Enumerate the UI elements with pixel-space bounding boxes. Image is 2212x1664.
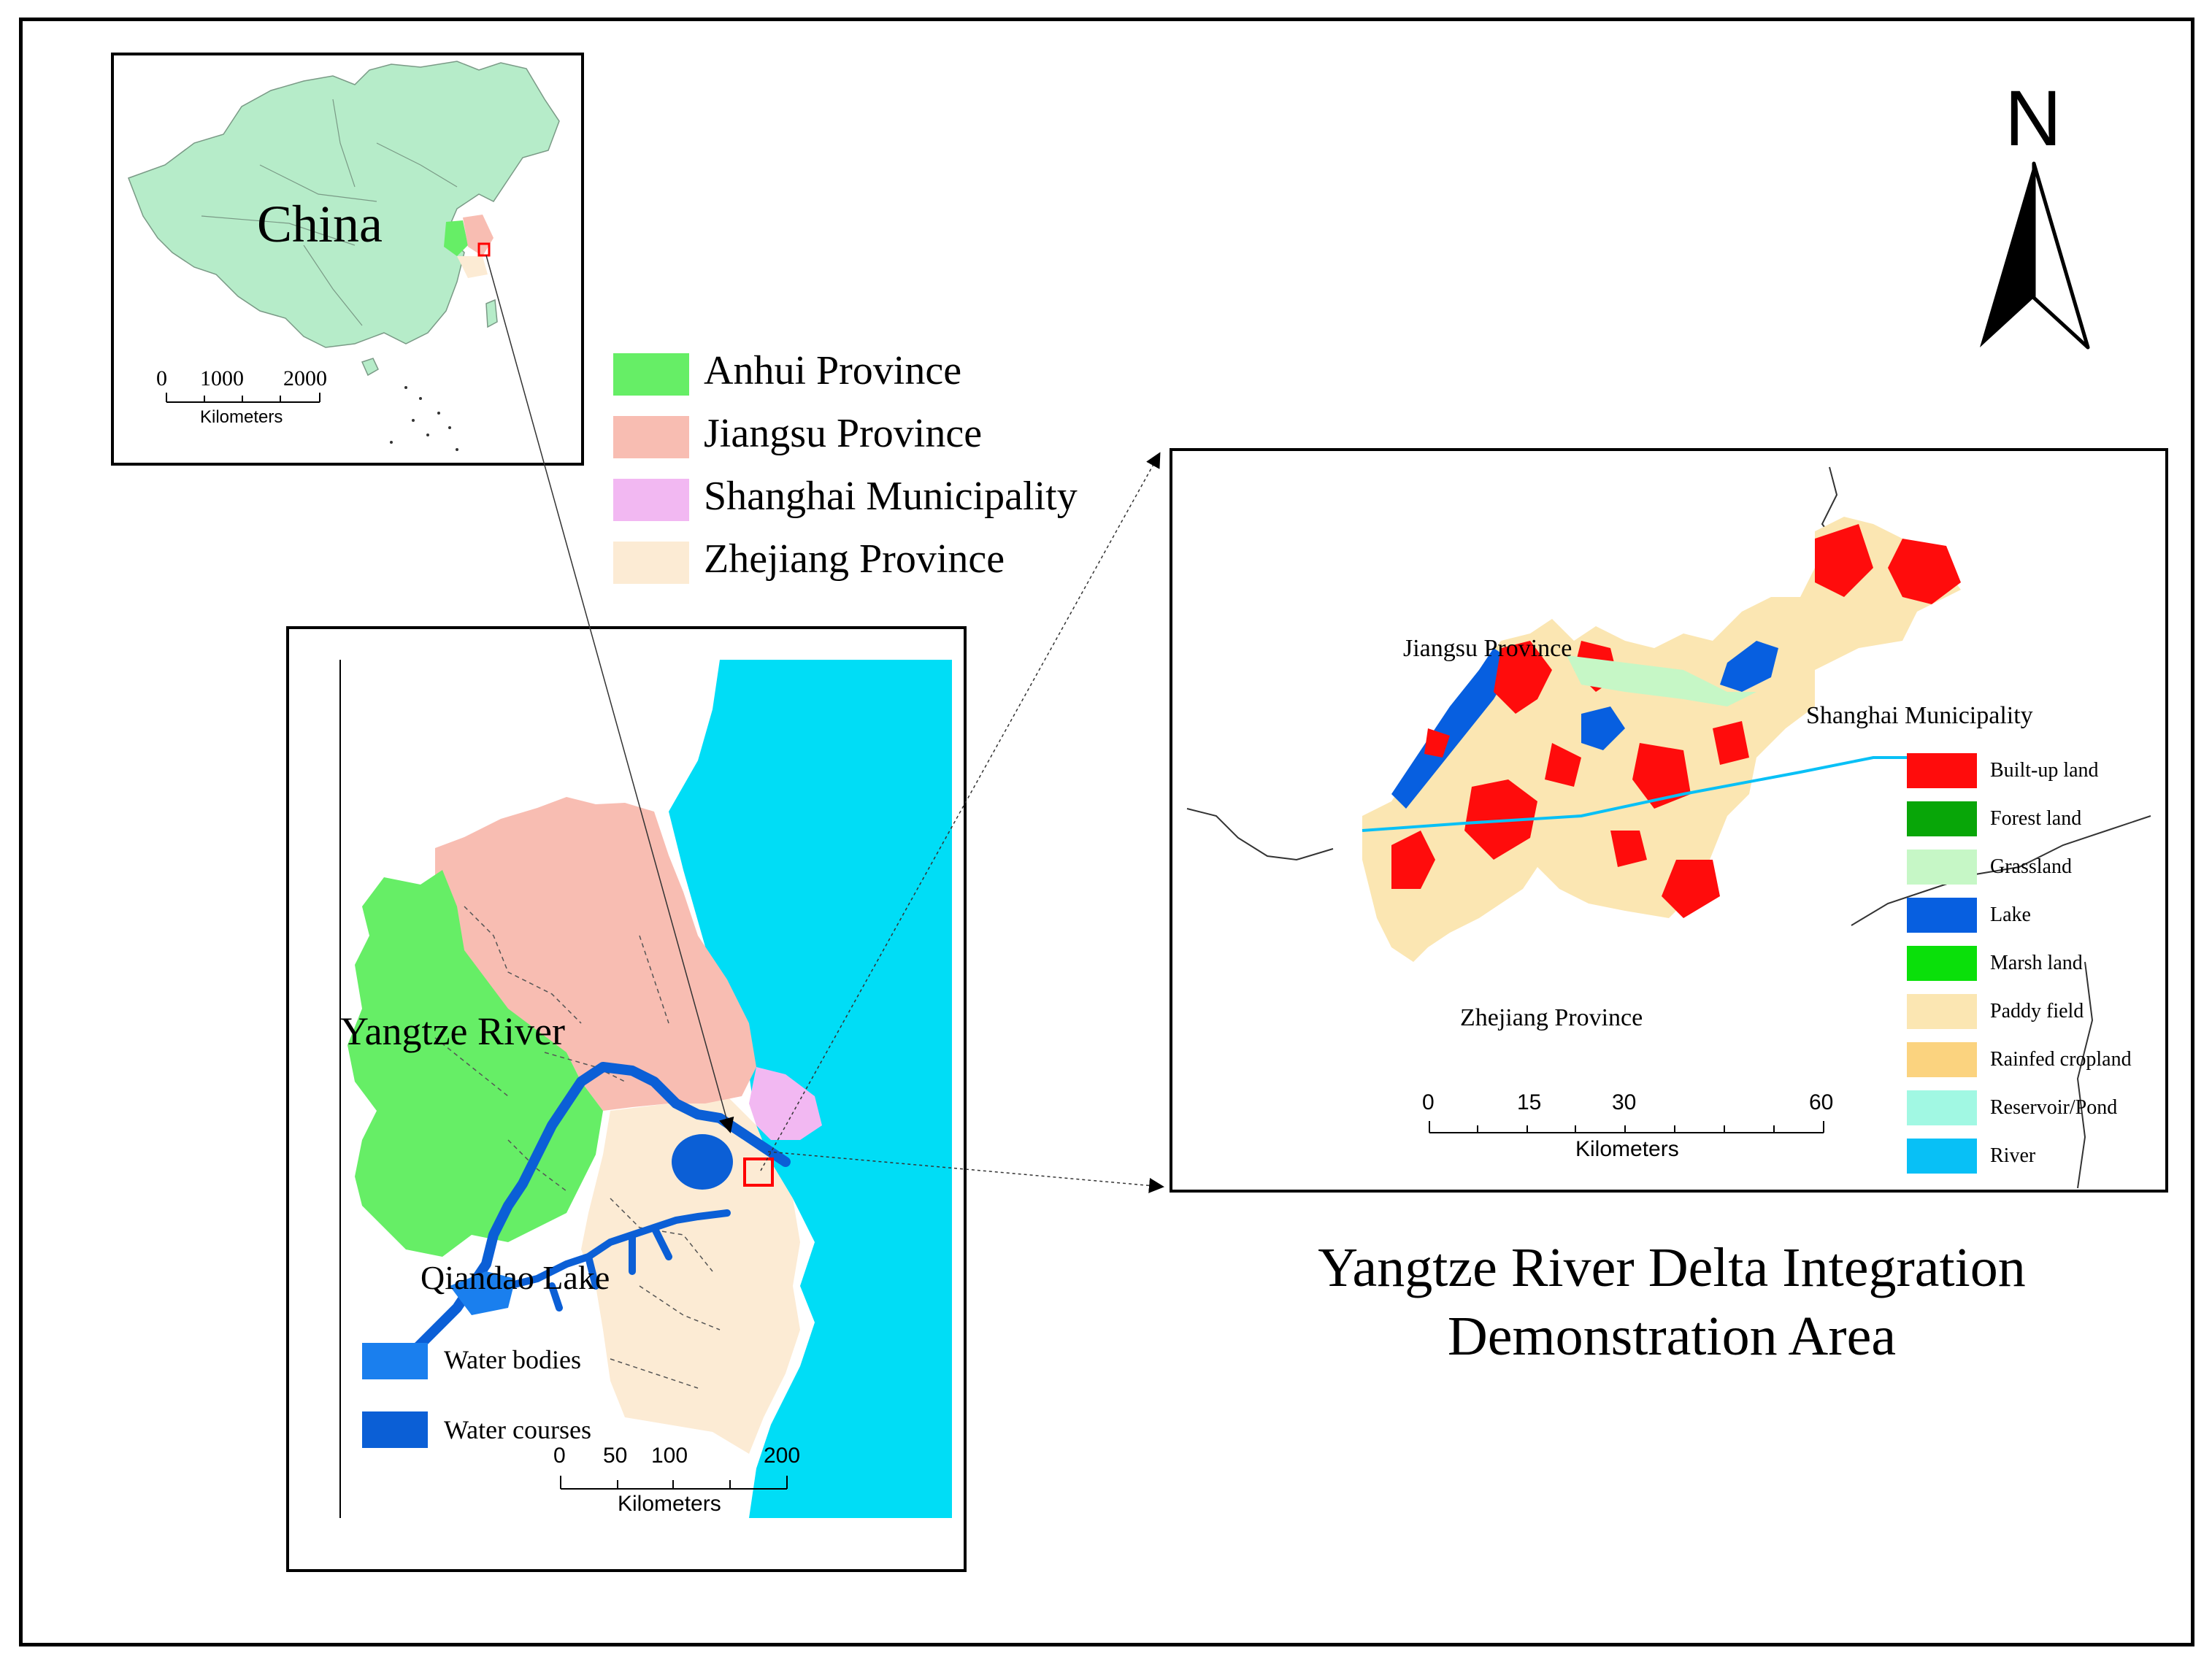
inset-anhui-shape	[444, 220, 468, 256]
legend-label-grassland: Grassland	[1990, 855, 2072, 878]
water-bodies-label: Water bodies	[444, 1345, 582, 1374]
built-up-patches	[1391, 524, 1961, 918]
legend-swatch-marsh	[1907, 946, 1977, 981]
inset-zhejiang-shape	[457, 256, 488, 278]
legend-swatch-forest	[1907, 801, 1977, 836]
detail-scale-bar	[1429, 1121, 1824, 1133]
province-legend: Anhui Province Jiangsu Province Shanghai…	[613, 347, 1117, 588]
north-arrow-label: N	[2005, 74, 2062, 162]
regional-scale-tick-50: 50	[603, 1444, 628, 1468]
detail-scale-tick-15: 15	[1517, 1090, 1542, 1114]
water-bodies-swatch	[362, 1343, 428, 1379]
legend-swatch-river	[1907, 1139, 1977, 1174]
china-scale-tick-2000: 2000	[283, 366, 327, 390]
demo-area-lake-west	[1391, 648, 1516, 809]
figure-title: Yangtze River Delta Integration Demonstr…	[1183, 1233, 2161, 1371]
detail-land-use-map: Jiangsu Province Shanghai Municipality Z…	[1170, 448, 2168, 1193]
regional-scale-tick-100: 100	[651, 1444, 688, 1468]
detail-label-shanghai: Shanghai Municipality	[1806, 702, 2033, 729]
legend-swatch-rainfed	[1907, 1042, 1977, 1077]
legend-label-builtup: Built-up land	[1990, 759, 2099, 782]
china-label: China	[257, 195, 383, 253]
qiantang-river-course	[504, 1209, 731, 1311]
regional-map: Yangtze River Qiandao Lake Water bodies …	[286, 626, 967, 1572]
figure-border	[19, 18, 2194, 1646]
detail-label-zhejiang: Zhejiang Province	[1460, 1004, 1643, 1031]
figure-title-line1: Yangtze River Delta Integration	[1318, 1237, 2026, 1298]
demo-area-lake-east	[1720, 641, 1778, 692]
china-landmass	[128, 61, 560, 348]
qiandao-lake-label: Qiandao Lake	[420, 1259, 610, 1296]
legend-label-anhui: Anhui Province	[704, 348, 962, 393]
legend-swatch-builtup	[1907, 753, 1977, 788]
detail-scale-unit: Kilometers	[1575, 1137, 1679, 1161]
detail-scale-tick-30: 30	[1612, 1090, 1637, 1114]
taihu-lake	[672, 1134, 733, 1190]
detail-scale-tick-0: 0	[1422, 1090, 1435, 1114]
north-arrow-icon	[1980, 161, 2090, 350]
legend-swatch-paddy	[1907, 994, 1977, 1029]
legend-swatch-lake	[1907, 898, 1977, 933]
legend-label-forest: Forest land	[1990, 807, 2082, 830]
legend-label-marsh: Marsh land	[1990, 952, 2083, 974]
demo-area-grassland-band	[1567, 655, 1756, 706]
qiandao-lake-shape	[450, 1271, 515, 1315]
figure-title-line2: Demonstration Area	[1447, 1306, 1897, 1367]
detail-scale-tick-60: 60	[1809, 1090, 1834, 1114]
china-map-graphic	[128, 61, 560, 451]
water-courses-label: Water courses	[444, 1415, 592, 1444]
legend-label-paddy: Paddy field	[1990, 1000, 2084, 1022]
regional-scale-tick-200: 200	[764, 1444, 801, 1468]
legend-swatch-jiangsu	[613, 416, 689, 458]
legend-label-zhejiang: Zhejiang Province	[704, 536, 1005, 582]
legend-label-shanghai: Shanghai Municipality	[704, 474, 1078, 519]
legend-label-lake: Lake	[1990, 904, 2031, 926]
legend-swatch-zhejiang	[613, 542, 689, 584]
regional-scale-tick-0: 0	[553, 1444, 566, 1468]
legend-label-rainfed: Rainfed cropland	[1990, 1048, 2132, 1071]
legend-swatch-reservoir	[1907, 1090, 1977, 1125]
china-locator-box	[477, 242, 491, 257]
detail-map-graphic	[1186, 466, 2151, 1189]
north-arrow: N	[1971, 79, 2095, 356]
legend-swatch-shanghai	[613, 479, 689, 521]
china-scale-bar	[166, 393, 320, 403]
china-inset-map: China 0 1000 2000 Kilometers	[111, 53, 584, 466]
demo-area-river-line	[1362, 756, 1961, 832]
legend-label-river: River	[1990, 1144, 2036, 1167]
legend-swatch-grassland	[1907, 850, 1977, 885]
detail-label-jiangsu: Jiangsu Province	[1403, 635, 1572, 662]
legend-swatch-anhui	[613, 353, 689, 396]
regional-scale-unit: Kilometers	[618, 1492, 721, 1516]
china-scale-tick-0: 0	[156, 366, 167, 390]
demo-area-paddy-base	[1362, 517, 1961, 962]
legend-label-jiangsu: Jiangsu Province	[704, 411, 983, 456]
inset-jiangsu-shape	[463, 215, 494, 256]
china-scale-tick-1000: 1000	[200, 366, 244, 390]
regional-scale-bar	[560, 1476, 788, 1490]
china-hainan-island	[361, 358, 379, 377]
land-use-legend: Built-up land Forest land Grassland Lake…	[1902, 753, 2165, 1191]
china-scale-unit: Kilometers	[200, 407, 283, 427]
water-courses-swatch	[362, 1411, 428, 1448]
demo-area-lake-mid	[1581, 706, 1625, 750]
legend-label-reservoir: Reservoir/Pond	[1990, 1096, 2118, 1119]
